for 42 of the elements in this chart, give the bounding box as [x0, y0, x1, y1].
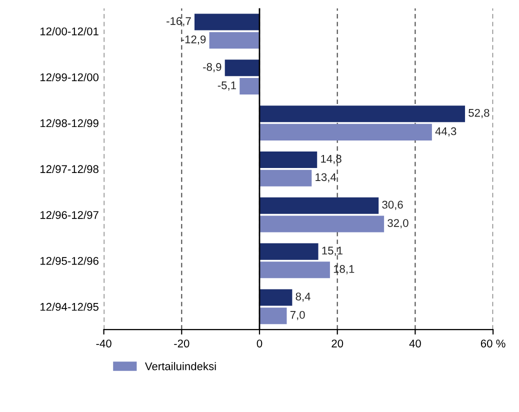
x-tick-label: 0 [256, 340, 262, 348]
y-tick-label: 12/96-12/97 [40, 210, 98, 219]
y-tick-label: 12/98-12/99 [40, 118, 98, 128]
bar [260, 106, 466, 122]
data-label: 18,1 [334, 265, 354, 274]
bar [240, 78, 260, 95]
data-label: -5,1 [218, 82, 236, 91]
bar [194, 14, 260, 30]
bar [260, 197, 379, 214]
data-label: 52,8 [468, 108, 490, 118]
bar [260, 308, 287, 324]
data-label: -12,9 [181, 35, 206, 45]
y-tick-label: 12/99-12/00 [40, 73, 99, 82]
data-label: 13,4 [316, 173, 336, 182]
x-tick-label: -20 [174, 340, 190, 348]
bar [260, 170, 312, 186]
bar [260, 243, 318, 260]
bar [260, 124, 432, 140]
data-label: 8,4 [296, 292, 310, 302]
data-label: 44,3 [435, 127, 456, 136]
bar [260, 216, 384, 232]
data-label: -8,9 [203, 63, 222, 72]
x-tick-label: 20 [332, 340, 344, 348]
bar [260, 262, 330, 278]
legend-label: Vertailuindeksi [144, 362, 216, 370]
y-tick-label: 12/95-12/96 [40, 256, 98, 265]
bar [260, 289, 292, 306]
y-tick-label: 12/00-12/01 [40, 27, 98, 36]
data-label: 15,1 [322, 246, 342, 256]
bar [209, 32, 260, 49]
x-tick-label: 40 [409, 340, 421, 348]
data-label: 30,6 [382, 200, 403, 210]
y-tick-label: 12/94-12/95 [40, 302, 98, 311]
y-tick-label: 12/97-12/98 [40, 164, 98, 174]
x-tick-label: 60 % [480, 340, 506, 348]
bar [260, 151, 318, 168]
bar [224, 60, 260, 76]
data-label: -16,7 [166, 17, 191, 26]
data-label: 32,0 [388, 219, 408, 228]
data-label: 14,8 [321, 154, 342, 164]
data-label: 7,0 [290, 310, 305, 320]
x-tick-label: -40 [96, 340, 112, 348]
